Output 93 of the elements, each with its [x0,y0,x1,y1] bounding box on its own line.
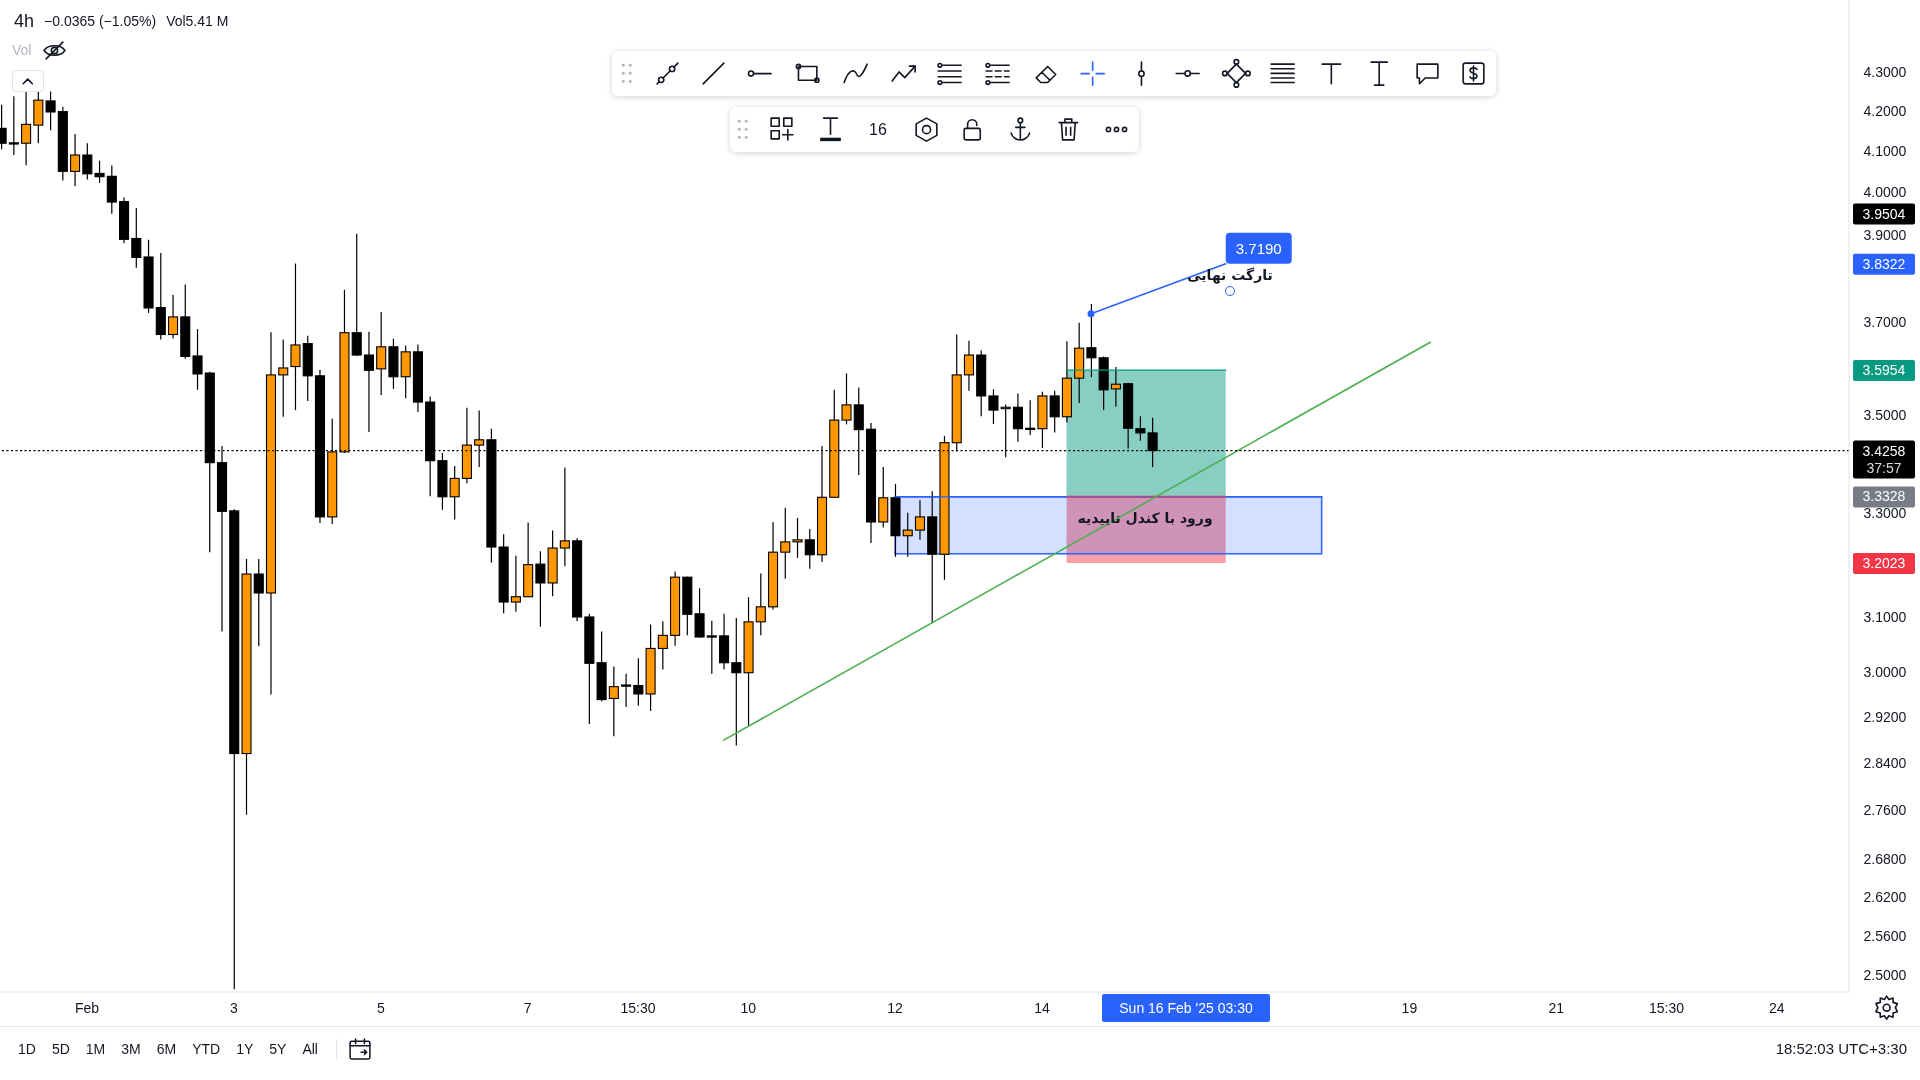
candlestick [1049,390,1060,434]
ref-line-label: 3.4258 37:57 [1862,442,1906,476]
annotation: ورود با کندل تاییدیه [1077,510,1213,527]
y-tick-label: 3.3000 [1863,504,1907,521]
text: 1D [17,1041,37,1057]
candlestick [45,90,56,131]
candlestick [351,233,362,357]
candlestick [82,142,93,181]
annotation: −0.0365 (−1.05%) [44,13,157,29]
y-tick-label: 3.7000 [1863,314,1907,331]
text: 3.5954 [1862,362,1906,379]
y-tick-label: 4.3000 [1863,64,1907,81]
candlestick [657,620,668,670]
text: 3.9504 [1862,205,1906,222]
candlestick [633,657,644,707]
candlestick [804,528,815,570]
annotation: تارگت نهایی [1187,267,1273,284]
candlestick [792,517,803,559]
candlestick [510,555,521,613]
x-tick-label: 3 [229,1000,238,1016]
candlestick [902,512,913,558]
y-tick-label: 2.8400 [1863,754,1907,771]
y-tick-label: 3.1000 [1863,608,1907,625]
x-tick-label: 5 [376,1000,385,1016]
candlestick [694,587,705,639]
candlestick [1110,366,1121,408]
y-tick-label: 4.2000 [1863,103,1907,120]
text: YTD [191,1041,222,1057]
y-tick-label: 2.6800 [1863,851,1907,868]
x-tick-label: 12 [887,1000,904,1016]
y-tick-label: 3.0000 [1863,663,1907,680]
candlestick [376,311,387,396]
candlestick [1012,392,1023,443]
candlestick [449,465,460,521]
candlestick [70,133,81,187]
candlestick [131,207,142,269]
text: 1Y [235,1041,255,1057]
candlestick [608,666,619,737]
y-tick-label: 4.0000 [1863,184,1907,201]
text: All [301,1041,319,1057]
y-tick-label: 2.5000 [1863,967,1907,984]
text: 1M [84,1041,107,1057]
candlestick [21,90,32,166]
candlestick [253,558,264,647]
candlestick [1025,399,1036,436]
candlestick [278,338,289,418]
y-tick-label: 2.9200 [1863,708,1907,725]
candlestick [621,673,632,708]
annotation: Vol5.41 M [166,13,229,29]
text: 6M [155,1041,178,1057]
y-tick-label: 3.5000 [1863,406,1907,423]
properties-toolbar: 16 [730,107,1139,152]
candlestick [8,95,19,156]
annotation: 16 [868,119,888,140]
text: 5Y [268,1041,288,1057]
candlestick [963,340,975,392]
x-tick-label: 10 [740,1000,757,1016]
text: Sun 16 Feb '25 03:30 [1119,1000,1253,1016]
text: 3M [120,1041,142,1057]
candlestick [755,572,766,636]
text: 5D [50,1041,71,1057]
x-tick-label: 19 [1401,1000,1418,1016]
candlestick [841,372,852,426]
candlestick [914,499,926,541]
y-tick-label: 2.6200 [1863,889,1907,906]
y-tick-label: 3.9000 [1863,226,1907,243]
text: 4h [14,10,35,32]
x-tick-label: 15:30 [1649,1000,1685,1016]
candlestick [290,262,301,411]
candlestick [192,328,203,391]
x-tick-label: 24 [1768,1000,1785,1016]
x-tick-label: 21 [1548,1000,1565,1016]
annotation: Vol [12,42,32,58]
candlestick [731,617,742,746]
x-tick-label: 15:30 [620,1000,656,1016]
candlestick [94,160,105,184]
annotation: 3.7190 [1235,239,1282,257]
y-tick-label: 2.7600 [1863,802,1907,819]
text: 18:52:03 UTC+3:30 [1775,1039,1907,1059]
candlestick [988,388,999,425]
candlestick [780,507,791,580]
y-tick-label: 2.5600 [1863,927,1907,944]
y-tick-label: 4.1000 [1863,143,1907,160]
x-tick-label: Feb [74,1000,100,1016]
x-tick-label: 14 [1034,1000,1051,1016]
x-tick-label: 7 [523,1000,532,1016]
text: 3.2023 [1862,554,1906,571]
candlestick [363,331,374,433]
candlestick [167,294,179,340]
text: 3.3328 [1862,488,1906,505]
candlestick [706,620,717,675]
text: 3.8322 [1862,255,1906,272]
candlestick [559,466,570,567]
